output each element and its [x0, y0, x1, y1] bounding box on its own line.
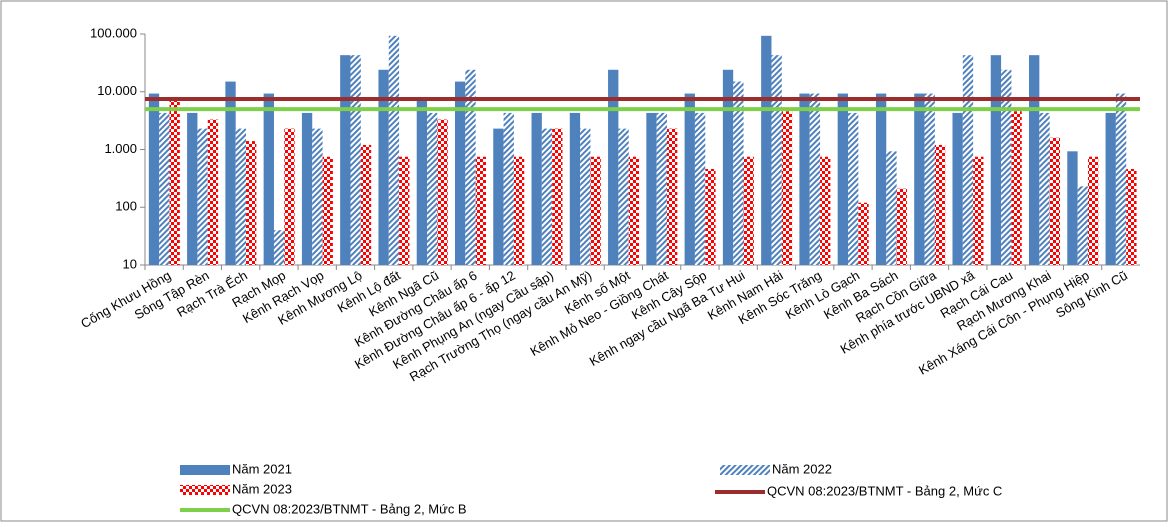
bar — [531, 112, 542, 265]
bar — [322, 156, 333, 265]
bar — [284, 128, 295, 265]
bar — [437, 119, 448, 265]
bar — [552, 128, 563, 265]
bar — [388, 35, 400, 265]
bar — [952, 112, 963, 265]
bar — [990, 55, 1002, 265]
bar — [378, 69, 389, 265]
y-tick-label: 100 — [115, 199, 137, 214]
bar — [618, 128, 629, 265]
bar — [416, 98, 428, 265]
bar — [225, 81, 236, 266]
y-tick-label: 1.000 — [104, 141, 137, 156]
bar — [475, 156, 486, 265]
bar — [608, 69, 619, 265]
bar — [246, 141, 257, 265]
legend-label: Năm 2023 — [232, 481, 292, 496]
bar — [159, 112, 170, 265]
bar — [684, 93, 695, 266]
bar — [781, 111, 793, 265]
bar — [1115, 93, 1127, 266]
bar — [590, 156, 601, 265]
legend-label: Năm 2021 — [232, 461, 292, 476]
legend-swatch — [180, 465, 230, 475]
bar — [207, 119, 219, 265]
bar — [1011, 111, 1022, 265]
bar — [235, 128, 247, 265]
bar — [1039, 112, 1050, 265]
bar — [187, 112, 198, 265]
bar — [886, 151, 897, 265]
bar — [1049, 137, 1061, 265]
legend-label: QCVN 08:2023/BTNMT - Bảng 2, Mức B — [232, 501, 467, 516]
bar — [628, 156, 640, 265]
bar — [848, 112, 859, 265]
bar — [360, 144, 372, 265]
bar — [914, 93, 925, 266]
y-tick-label: 10.000 — [97, 83, 137, 98]
legend-label: QCVN 08:2023/BTNMT - Bảng 2, Mức C — [767, 483, 1002, 498]
bar — [656, 112, 667, 265]
bar — [493, 128, 504, 265]
bar — [1029, 55, 1040, 265]
bar — [771, 55, 782, 265]
bar — [934, 144, 946, 265]
bar — [733, 81, 744, 266]
bar — [962, 55, 974, 265]
bar — [312, 128, 323, 265]
bar — [1105, 112, 1116, 265]
bar — [1001, 69, 1012, 265]
legend-label: Năm 2022 — [772, 461, 832, 476]
bar — [820, 156, 831, 265]
bar — [705, 168, 716, 265]
bar — [513, 156, 525, 265]
bar — [273, 230, 285, 265]
bar — [875, 93, 887, 266]
bar — [427, 112, 438, 265]
bar — [722, 69, 734, 265]
bar — [465, 69, 476, 265]
bar — [743, 156, 754, 265]
bar — [541, 128, 553, 265]
bar — [646, 112, 657, 265]
bar — [858, 202, 869, 265]
bar — [1126, 168, 1137, 265]
legend-swatch — [180, 485, 230, 495]
bar — [340, 55, 351, 265]
bar — [837, 93, 849, 266]
bar — [580, 128, 591, 265]
bar — [1087, 156, 1099, 265]
bar — [799, 93, 810, 266]
bar — [197, 128, 208, 265]
bar — [569, 112, 581, 265]
y-tick-label: 10 — [123, 256, 137, 271]
bar — [148, 93, 160, 266]
bar — [896, 188, 907, 265]
bar — [666, 128, 678, 265]
bar — [1067, 151, 1078, 265]
bar — [1077, 186, 1088, 265]
y-tick-label: 100.000 — [90, 25, 137, 40]
bar — [924, 93, 935, 266]
bar — [761, 35, 772, 265]
bar — [973, 156, 984, 265]
bar — [694, 112, 706, 265]
bar — [350, 55, 361, 265]
bar — [399, 156, 410, 265]
bar — [454, 81, 466, 266]
legend-swatch — [720, 465, 770, 475]
bar — [503, 112, 514, 265]
bar — [169, 98, 180, 265]
bar — [809, 93, 821, 266]
bar — [263, 93, 274, 266]
bar — [301, 112, 313, 265]
